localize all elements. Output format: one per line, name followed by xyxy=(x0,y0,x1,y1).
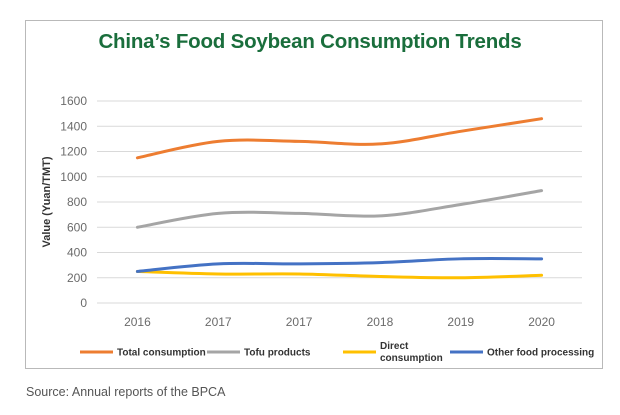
x-tick-label: 2020 xyxy=(528,315,555,329)
series-line-tofu-products xyxy=(135,189,544,229)
legend-label: Other food processing xyxy=(487,348,594,359)
legend-item-total-consumption: Total consumption xyxy=(80,348,206,359)
legend-item-tofu-products: Tofu products xyxy=(207,348,311,359)
y-tick-label: 1200 xyxy=(60,145,87,159)
source-note: Source: Annual reports of the BPCA xyxy=(26,385,226,399)
y-tick-label: 800 xyxy=(67,195,87,209)
y-tick-label: 200 xyxy=(67,271,87,285)
x-tick-label: 2016 xyxy=(124,315,151,329)
y-axis-label: Value (Yuan/TMT) xyxy=(41,156,53,247)
chart-frame xyxy=(25,20,603,369)
series-lines xyxy=(135,117,544,280)
legend: Total consumption Tofu products Directcons… xyxy=(80,341,594,364)
y-tick-label: 1600 xyxy=(60,94,87,108)
x-tick-label: 2017 xyxy=(286,315,313,329)
series-line-direct-consumption xyxy=(135,269,544,280)
x-tick-label: 2019 xyxy=(447,315,474,329)
x-tick-label: 2018 xyxy=(367,315,394,329)
x-tick-label: 2017 xyxy=(205,315,232,329)
series-line-other-food-processing xyxy=(135,257,544,273)
chart-title: China’s Food Soybean Consumption Trends xyxy=(98,30,522,53)
x-axis-ticks: 2016 2017 2017 2018 2019 2020 xyxy=(124,315,555,329)
y-tick-label: 0 xyxy=(80,296,87,310)
series-line-total-consumption xyxy=(135,117,544,160)
y-axis-ticks: 0 200 400 600 800 1000 1200 1400 1600 xyxy=(60,94,87,310)
legend-label: Tofu products xyxy=(244,348,311,359)
y-tick-label: 1000 xyxy=(60,170,87,184)
y-tick-label: 1400 xyxy=(60,119,87,133)
legend-label: Total consumption xyxy=(117,348,206,359)
legend-label: Direct xyxy=(380,341,409,352)
y-tick-label: 600 xyxy=(67,220,87,234)
y-tick-label: 400 xyxy=(67,246,87,260)
legend-label: consumption xyxy=(380,353,443,364)
legend-item-other-food-processing: Other food processing xyxy=(450,348,594,359)
